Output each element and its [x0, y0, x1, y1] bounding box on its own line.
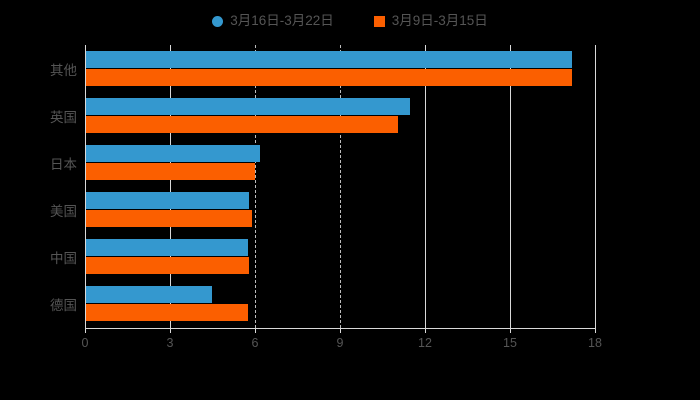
category-label: 美国 [50, 204, 77, 220]
category-label: 其他 [50, 62, 77, 78]
x-tick-label: 3 [166, 336, 174, 350]
legend-label-series-0: 3月16日-3月22日 [230, 13, 334, 29]
gridline [255, 45, 256, 328]
category-label: 德国 [50, 298, 77, 314]
bar[interactable] [86, 162, 256, 180]
x-tick-mark [510, 328, 511, 333]
x-tick-label: 15 [503, 336, 517, 350]
legend-circle-marker-icon [212, 15, 224, 27]
legend-square-marker-icon [373, 15, 385, 27]
bar[interactable] [86, 257, 249, 275]
chart-legend: 3月16日-3月22日 3月9日-3月15日 [0, 8, 700, 34]
x-tick-label: 18 [588, 336, 602, 350]
gridline [595, 45, 596, 328]
plot-area: 0 3 6 9 12 15 18 [82, 45, 602, 350]
bar[interactable] [86, 304, 249, 322]
legend-item-series-1[interactable]: 3月9日-3月15日 [373, 13, 488, 29]
category-label: 中国 [50, 251, 77, 267]
bar[interactable] [86, 192, 249, 210]
x-tick-mark [340, 328, 341, 333]
gridline [170, 45, 171, 328]
legend-label-series-1: 3月9日-3月15日 [391, 13, 488, 29]
bar[interactable] [86, 97, 411, 115]
gridline [425, 45, 426, 328]
x-tick-mark [425, 328, 426, 333]
bar[interactable] [86, 144, 261, 162]
x-tick-label: 9 [336, 336, 344, 350]
bar[interactable] [86, 68, 572, 86]
bar[interactable] [86, 115, 398, 133]
bar[interactable] [86, 50, 572, 68]
legend-item-series-0[interactable]: 3月16日-3月22日 [212, 14, 334, 28]
category-label: 英国 [50, 109, 77, 125]
x-tick-label: 6 [251, 336, 259, 350]
category-label: 日本 [50, 156, 77, 172]
x-tick-mark [85, 328, 86, 333]
x-tick-mark [170, 328, 171, 333]
x-tick-label: 12 [418, 336, 432, 350]
y-axis-line [85, 45, 86, 328]
x-tick-label: 0 [81, 336, 89, 350]
bar[interactable] [86, 210, 253, 228]
bar[interactable] [86, 239, 249, 257]
x-tick-mark [595, 328, 596, 333]
gridline [510, 45, 511, 328]
bar[interactable] [86, 286, 213, 304]
x-tick-mark [255, 328, 256, 333]
gridline [340, 45, 341, 328]
